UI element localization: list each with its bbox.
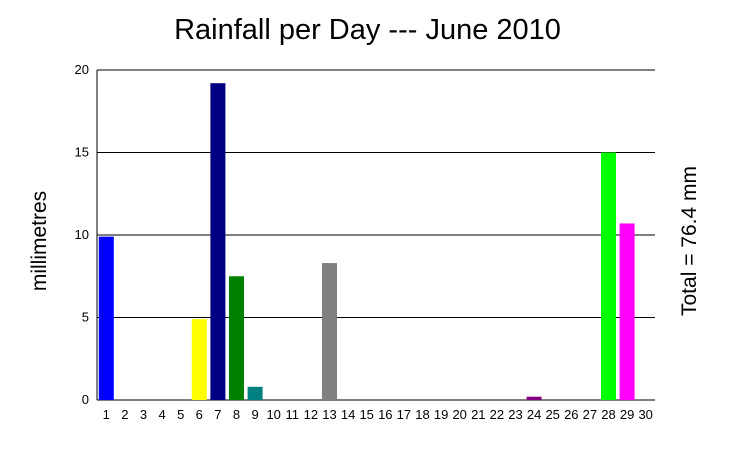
- x-tick-label: 3: [140, 407, 147, 422]
- x-tick-label: 21: [471, 407, 485, 422]
- bar-day-24: [526, 396, 542, 400]
- x-tick-label: 26: [564, 407, 578, 422]
- x-tick-label: 25: [545, 407, 559, 422]
- y-tick-label: 15: [75, 145, 89, 160]
- y-tick-labels: 0 5 10 15 20: [75, 62, 89, 407]
- x-tick-label: 6: [196, 407, 203, 422]
- x-tick-label: 1: [103, 407, 110, 422]
- x-tick-label: 9: [251, 407, 258, 422]
- x-tick-label: 4: [158, 407, 165, 422]
- gridlines: [96, 69, 655, 401]
- x-tick-label: 7: [214, 407, 221, 422]
- y-tick-label: 0: [82, 392, 89, 407]
- x-tick-label: 17: [397, 407, 411, 422]
- x-tick-label: 13: [322, 407, 336, 422]
- x-tick-label: 12: [304, 407, 318, 422]
- x-tick-label: 23: [508, 407, 522, 422]
- x-tick-label: 20: [452, 407, 466, 422]
- x-tick-label: 16: [378, 407, 392, 422]
- x-tick-label: 19: [434, 407, 448, 422]
- y-tick-label: 20: [75, 62, 89, 77]
- x-tick-label: 8: [233, 407, 240, 422]
- chart-title: Rainfall per Day --- June 2010: [174, 14, 561, 46]
- bar-day-6: [191, 319, 207, 400]
- bar-day-9: [247, 386, 263, 400]
- x-tick-label: 24: [527, 407, 541, 422]
- x-tick-labels: 1 2 3 4 5 6 7 8 9 10 11 12 13 14 15 16 17 18 19 20 21 22 23 24 2…: [103, 407, 653, 422]
- x-tick-label: 11: [286, 407, 300, 422]
- y-tick-label: 10: [75, 227, 89, 242]
- bar-day-8: [229, 276, 244, 400]
- x-tick-label: 5: [177, 407, 184, 422]
- x-tick-label: 28: [601, 407, 615, 422]
- bar-day-13: [322, 263, 337, 400]
- bar-day-7: [210, 83, 226, 400]
- bars: [98, 83, 635, 400]
- y-tick-label: 5: [82, 310, 89, 325]
- x-tick-label: 15: [359, 407, 373, 422]
- x-tick-label: 30: [638, 407, 652, 422]
- bar-day-29: [619, 223, 635, 400]
- x-tick-label: 27: [583, 407, 597, 422]
- x-tick-label: 14: [341, 407, 355, 422]
- x-tick-label: 18: [415, 407, 429, 422]
- x-tick-label: 22: [490, 407, 504, 422]
- bar-day-1: [98, 236, 114, 400]
- x-tick-label: 29: [620, 407, 634, 422]
- x-tick-label: 10: [266, 407, 280, 422]
- x-tick-label: 2: [121, 407, 128, 422]
- bar-day-28: [601, 152, 616, 400]
